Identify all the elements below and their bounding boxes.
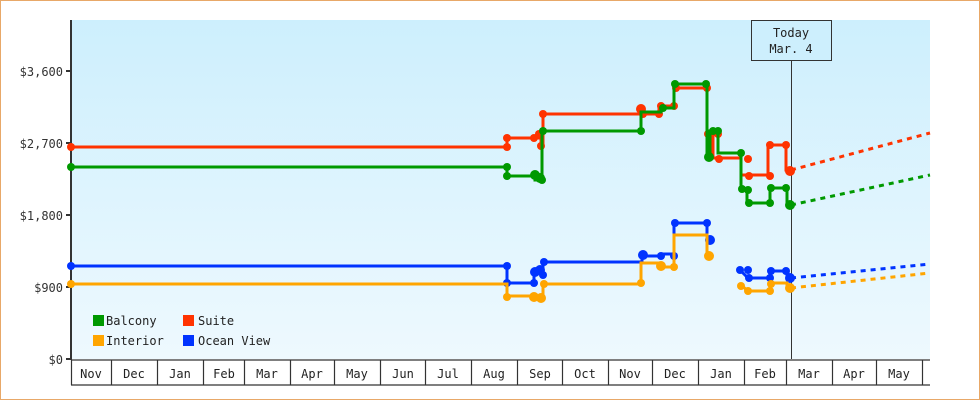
month-label: Jan <box>169 367 191 381</box>
ocean-view-points <box>67 219 795 287</box>
y-tick-label: $0 <box>49 353 63 367</box>
month-label: May <box>888 367 910 381</box>
y-tick-label: $2,700 <box>20 137 63 151</box>
x-axis <box>70 359 930 386</box>
interior-swatch-icon <box>93 335 104 346</box>
legend-item-balcony: Balcony <box>93 314 157 328</box>
month-label: Mar <box>256 367 278 381</box>
month-label: Mar <box>798 367 820 381</box>
today-callout: Today Mar. 4 <box>751 20 832 61</box>
month-label: Nov <box>80 367 102 381</box>
legend: Balcony Suite Interior Ocean View <box>93 314 271 348</box>
today-label: Today <box>773 26 809 40</box>
x-axis-labels: Nov Dec Jan Feb Mar Apr May Jun Jul Aug … <box>80 367 910 381</box>
legend-item-suite: Suite <box>183 314 234 328</box>
legend-label: Ocean View <box>198 334 271 348</box>
month-label: Dec <box>123 367 145 381</box>
month-label: Apr <box>301 367 323 381</box>
y-tick-label: $1,800 <box>20 209 63 223</box>
today-date: Mar. 4 <box>769 42 812 56</box>
month-label: Jan <box>710 367 732 381</box>
month-label: Sep <box>529 367 551 381</box>
month-label: Feb <box>213 367 235 381</box>
ocean-view-swatch-icon <box>183 335 194 346</box>
month-label: Jul <box>437 367 459 381</box>
y-tick-label: $900 <box>34 281 63 295</box>
balcony-swatch-icon <box>93 315 104 326</box>
month-label: Oct <box>574 367 596 381</box>
suite-swatch-icon <box>183 315 194 326</box>
balcony-points <box>67 80 795 210</box>
month-label: Aug <box>483 367 505 381</box>
month-label: Jun <box>392 367 414 381</box>
plot-area <box>72 20 930 359</box>
legend-item-ocean-view: Ocean View <box>183 334 271 348</box>
legend-label: Suite <box>198 314 234 328</box>
legend-label: Interior <box>106 334 164 348</box>
interior-points <box>67 251 795 303</box>
month-label: Feb <box>754 367 776 381</box>
y-tick-label: $3,600 <box>20 65 63 79</box>
month-label: May <box>346 367 368 381</box>
legend-label: Balcony <box>106 314 157 328</box>
legend-item-interior: Interior <box>93 334 164 348</box>
month-label: Dec <box>664 367 686 381</box>
y-axis-ticks: $0 $900 $1,800 $2,700 $3,600 <box>20 65 71 367</box>
month-label: Nov <box>619 367 641 381</box>
month-label: Apr <box>843 367 865 381</box>
